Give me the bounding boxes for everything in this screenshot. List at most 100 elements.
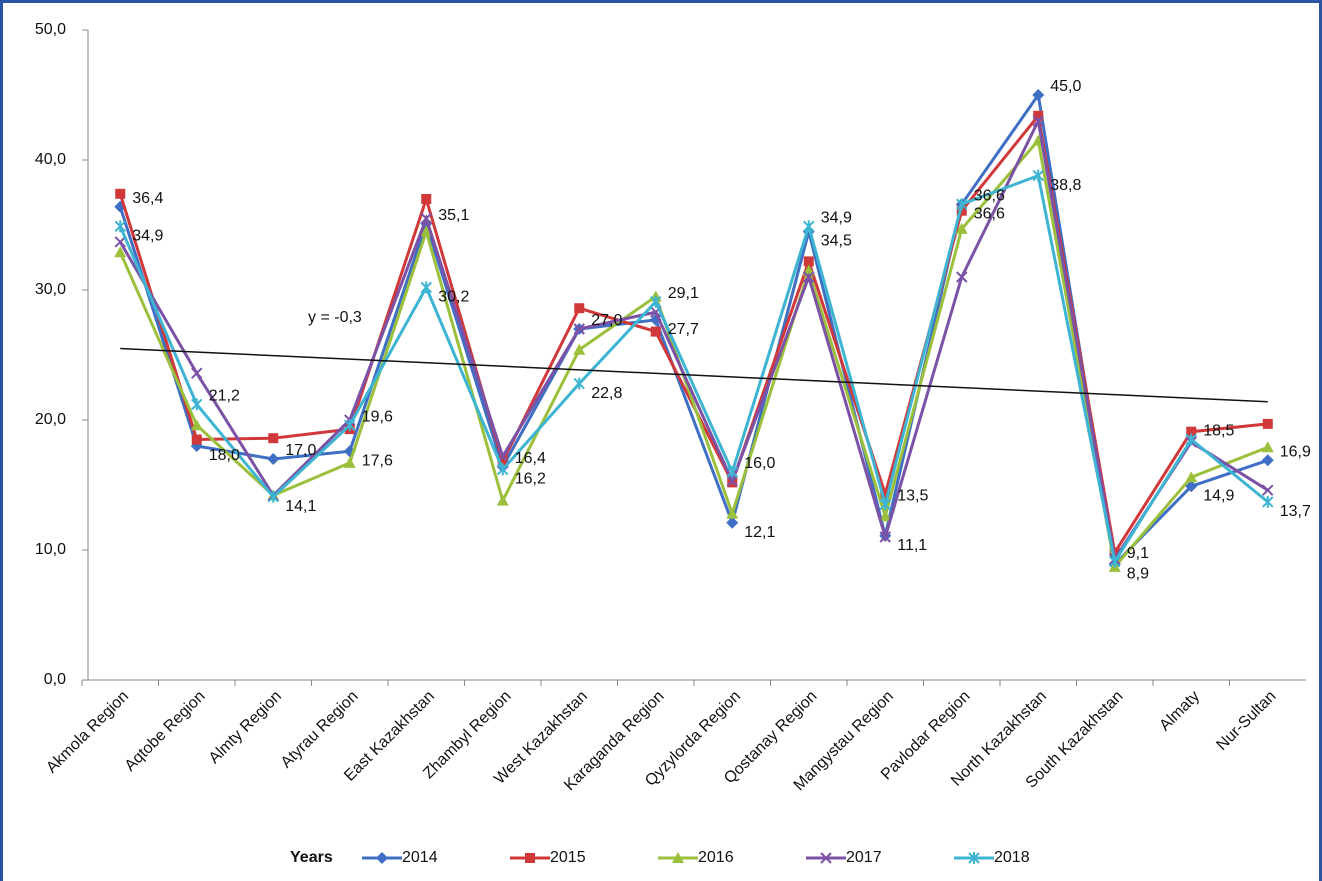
marker bbox=[191, 367, 203, 379]
data-label: 17,0 bbox=[285, 442, 316, 459]
marker bbox=[497, 463, 509, 476]
data-label: 13,5 bbox=[897, 488, 928, 505]
trendline-label: y = -0,3 bbox=[308, 309, 362, 326]
data-label: 16,2 bbox=[515, 471, 546, 488]
legend-label: 2015 bbox=[550, 849, 586, 866]
data-label: 18,0 bbox=[209, 447, 240, 464]
data-label: 8,9 bbox=[1127, 566, 1149, 583]
y-tick-label: 40,0 bbox=[35, 151, 66, 168]
series-line bbox=[118, 173, 1269, 566]
data-label: 14,1 bbox=[285, 498, 316, 515]
y-tick-label: 0,0 bbox=[44, 671, 66, 688]
marker bbox=[114, 236, 126, 248]
marker bbox=[1032, 89, 1045, 101]
trendline bbox=[120, 347, 1268, 403]
marker bbox=[879, 498, 891, 511]
marker bbox=[726, 516, 739, 529]
x-tick-label: Nur-Sultan bbox=[1213, 688, 1279, 754]
legend-label: 2018 bbox=[994, 849, 1030, 866]
y-tick-label: 10,0 bbox=[35, 541, 66, 558]
marker bbox=[1262, 484, 1274, 496]
marker bbox=[573, 377, 585, 390]
marker bbox=[968, 852, 980, 864]
marker bbox=[574, 303, 585, 314]
marker bbox=[497, 456, 508, 467]
data-label: 11,1 bbox=[897, 537, 927, 554]
data-label: 34,9 bbox=[132, 228, 163, 245]
marker bbox=[1262, 495, 1274, 508]
x-tick-label: Almty Region bbox=[206, 688, 285, 767]
marker bbox=[420, 225, 433, 237]
marker bbox=[1186, 426, 1197, 437]
marker bbox=[344, 419, 356, 432]
marker bbox=[496, 494, 509, 506]
data-label: 13,7 bbox=[1280, 503, 1311, 520]
legend-item: 2014 bbox=[362, 849, 438, 866]
marker bbox=[114, 246, 127, 258]
marker bbox=[1262, 418, 1273, 429]
marker bbox=[376, 852, 388, 864]
y-tick-label: 30,0 bbox=[35, 281, 66, 298]
marker bbox=[726, 466, 738, 478]
data-label: 18,5 bbox=[1203, 423, 1234, 440]
marker bbox=[956, 271, 968, 283]
marker bbox=[268, 433, 279, 444]
marker bbox=[726, 507, 739, 519]
data-label: 34,9 bbox=[821, 210, 852, 227]
data-label: 36,4 bbox=[132, 190, 163, 207]
marker bbox=[267, 453, 280, 465]
marker bbox=[1109, 555, 1121, 568]
legend-item: 2015 bbox=[510, 849, 586, 866]
marker bbox=[114, 220, 126, 233]
legend-item: 2018 bbox=[954, 849, 1030, 866]
marker bbox=[880, 489, 891, 500]
legend-item: 2016 bbox=[658, 849, 734, 866]
marker bbox=[1185, 471, 1198, 483]
marker bbox=[1185, 480, 1198, 493]
marker bbox=[803, 271, 815, 283]
series-line bbox=[118, 137, 1269, 571]
data-label: 16,9 bbox=[1280, 444, 1311, 461]
marker bbox=[115, 188, 126, 199]
legend-label: 2016 bbox=[698, 849, 734, 866]
x-tick-label: Almaty bbox=[1156, 688, 1203, 735]
data-label: 35,1 bbox=[438, 207, 469, 224]
y-tick-label: 20,0 bbox=[35, 411, 66, 428]
data-label: 19,6 bbox=[362, 408, 393, 425]
data-label: 29,1 bbox=[668, 285, 699, 302]
marker bbox=[267, 490, 279, 503]
legend-title: Years bbox=[290, 849, 333, 866]
data-label: 14,9 bbox=[1203, 488, 1234, 505]
marker bbox=[525, 853, 535, 863]
marker bbox=[1261, 454, 1274, 467]
marker bbox=[672, 852, 684, 863]
y-tick-label: 50,0 bbox=[35, 21, 66, 38]
data-label: 36,6 bbox=[974, 205, 1005, 222]
data-label: 27,7 bbox=[668, 321, 699, 338]
data-label: 12,1 bbox=[744, 524, 775, 541]
marker bbox=[573, 323, 585, 335]
marker bbox=[1033, 110, 1044, 121]
series bbox=[114, 115, 1274, 565]
data-label: 34,5 bbox=[821, 233, 852, 250]
x-tick-label: Akmola Region bbox=[43, 688, 132, 777]
data-label: 16,0 bbox=[744, 455, 775, 472]
x-tick-label: Atyrau Region bbox=[278, 688, 362, 772]
marker bbox=[879, 510, 892, 522]
marker bbox=[1032, 169, 1044, 182]
marker bbox=[1185, 433, 1197, 446]
marker bbox=[573, 343, 586, 355]
marker bbox=[956, 198, 968, 211]
marker bbox=[650, 326, 661, 337]
marker bbox=[421, 194, 432, 204]
legend-label: 2017 bbox=[846, 849, 882, 866]
series-line bbox=[118, 116, 1269, 564]
marker bbox=[820, 852, 832, 864]
marker bbox=[1032, 115, 1044, 127]
legend-label: 2014 bbox=[402, 849, 438, 866]
data-label: 38,8 bbox=[1050, 177, 1081, 194]
data-label: 27,0 bbox=[591, 312, 622, 329]
marker bbox=[650, 295, 662, 308]
x-tick-label: Aqtobe Region bbox=[122, 688, 209, 775]
marker bbox=[420, 281, 432, 294]
